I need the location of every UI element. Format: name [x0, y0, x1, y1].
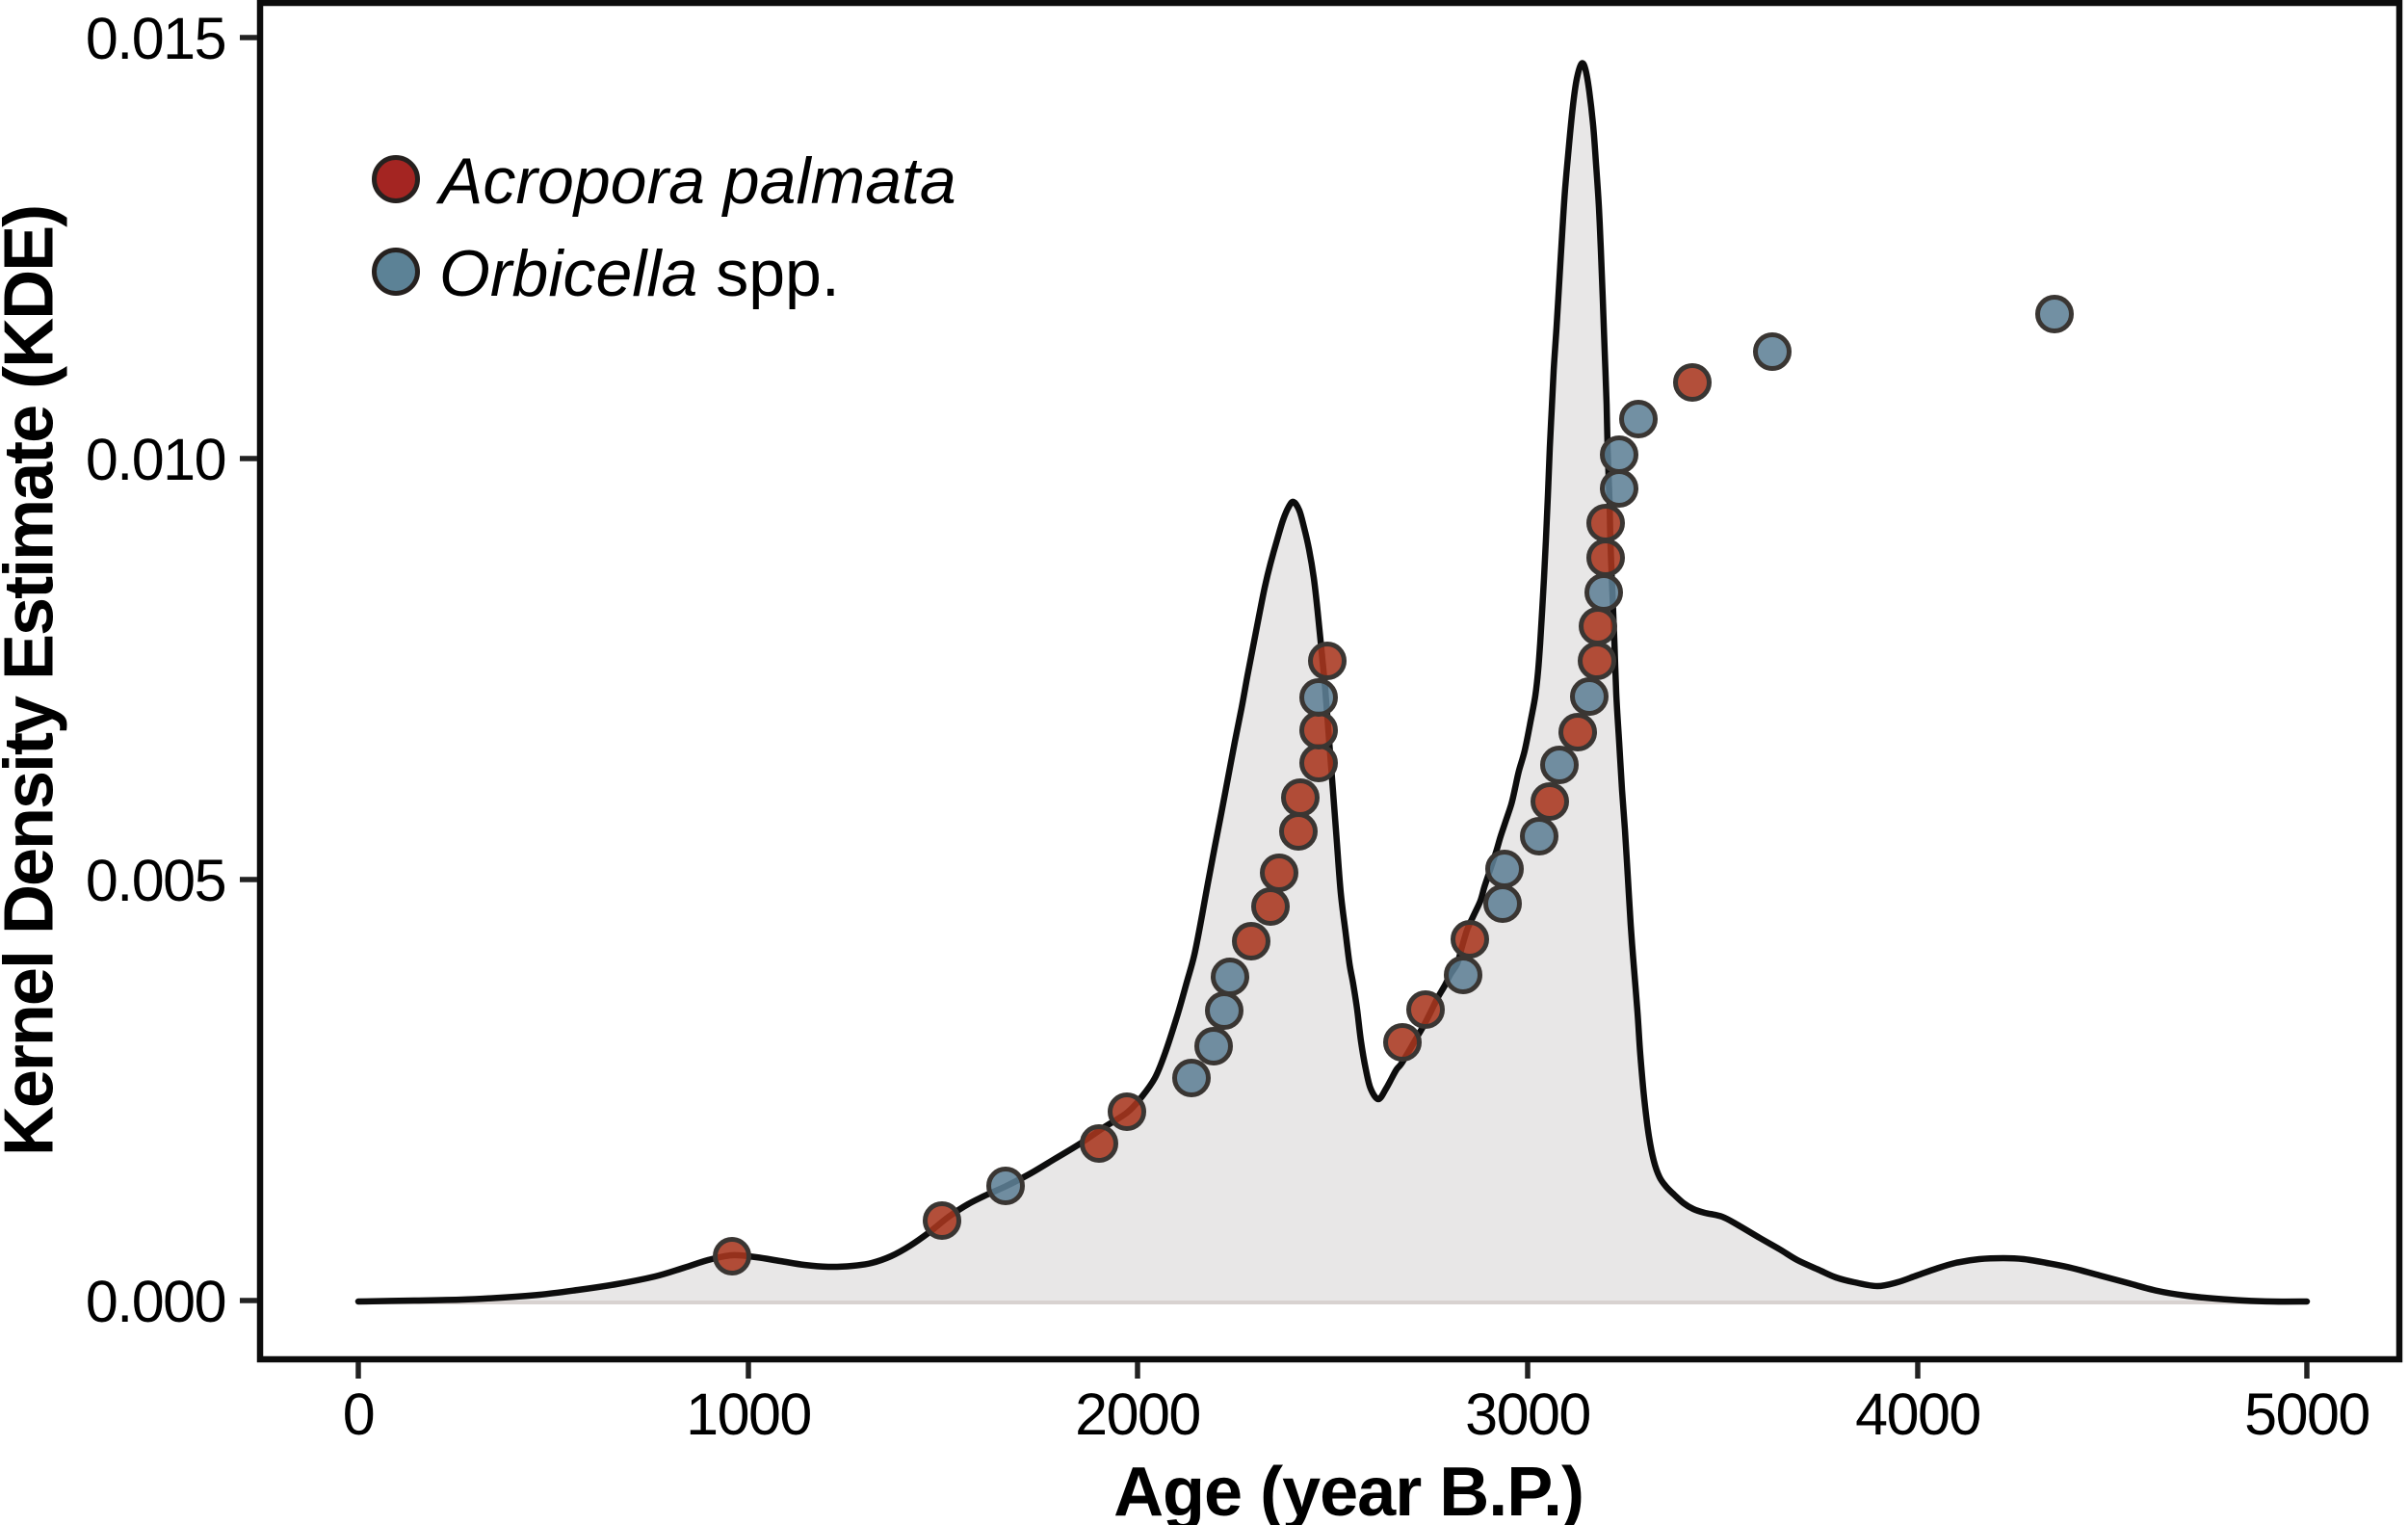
svg-text:3000: 3000: [1465, 1381, 1590, 1447]
svg-text:0.005: 0.005: [86, 848, 225, 913]
svg-text:Age (year B.P.): Age (year B.P.): [1113, 1454, 1584, 1525]
svg-text:Acropora palmata: Acropora palmata: [435, 145, 956, 218]
svg-text:2000: 2000: [1075, 1381, 1200, 1447]
svg-text:Orbicella spp.: Orbicella spp.: [439, 237, 840, 310]
svg-text:0.010: 0.010: [86, 427, 225, 492]
svg-text:5000: 5000: [2244, 1381, 2369, 1447]
svg-text:0: 0: [343, 1381, 374, 1447]
svg-text:1000: 1000: [686, 1381, 811, 1447]
svg-text:4000: 4000: [1855, 1381, 1980, 1447]
svg-text:Kernel Density Estimate (KDE): Kernel Density Estimate (KDE): [0, 206, 68, 1156]
svg-text:0.015: 0.015: [86, 6, 225, 71]
svg-text:0.000: 0.000: [86, 1269, 225, 1334]
